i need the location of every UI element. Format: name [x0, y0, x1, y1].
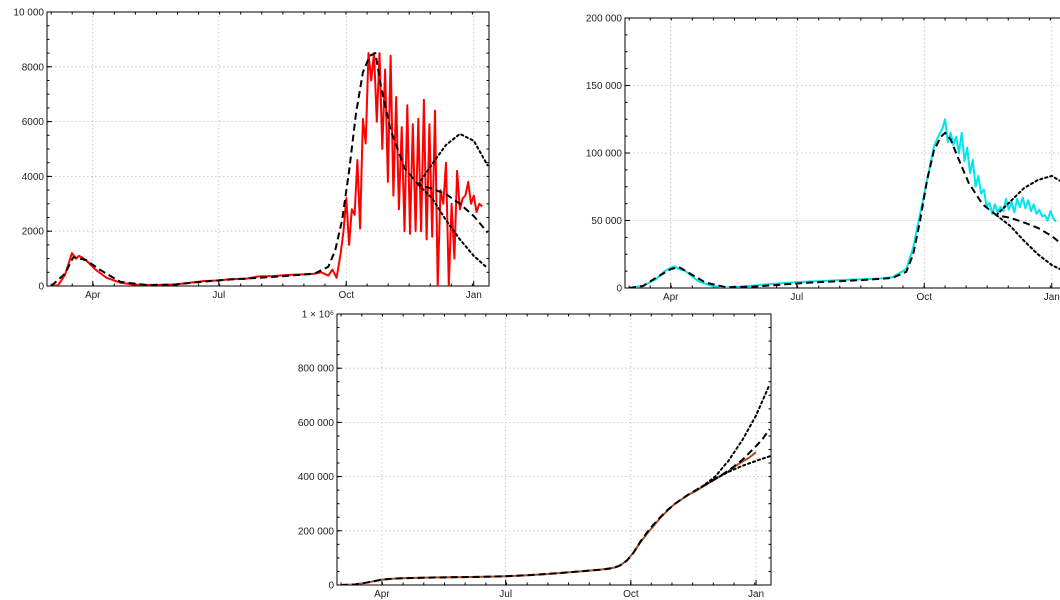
x-tick-label: Jan	[466, 290, 482, 301]
y-tick-label: 10 000	[13, 8, 44, 19]
y-tick-label: 8000	[22, 62, 45, 73]
series-line-dotted	[995, 174, 1060, 217]
y-tick-label: 400 000	[298, 472, 335, 483]
x-tick-label: Oct	[917, 292, 933, 303]
series-line-dotted	[700, 383, 771, 488]
y-tick-label: 150 000	[586, 81, 623, 92]
plot-frame	[336, 313, 772, 586]
x-tick-label: Apr	[374, 589, 390, 600]
series-line-dashed	[629, 131, 1060, 288]
x-tick-label: Apr	[85, 290, 101, 301]
y-tick-label: 4000	[22, 172, 45, 183]
series-line-dotted	[417, 132, 489, 186]
x-tick-label: Jan	[748, 589, 764, 600]
y-tick-label: 0	[38, 282, 44, 293]
series-line-dotted	[700, 455, 771, 488]
series-line-dashed	[50, 52, 489, 286]
x-tick-label: Jul	[212, 290, 225, 301]
y-tick-label: 200 000	[586, 14, 623, 25]
series-line-solid	[341, 451, 757, 585]
chart-panel-2: Apr Jul Oct Jan 0 50 000 100 000 150 000 200 000	[586, 14, 1060, 303]
chart-panel-3: Apr Jul Oct Jan 0 200 000 400 000 600 000 800 00…	[298, 310, 772, 600]
x-tick-label: Apr	[663, 292, 679, 303]
x-tick-label: Jul	[499, 589, 512, 600]
y-tick-label: 0	[328, 581, 334, 592]
x-tick-label: Oct	[339, 290, 355, 301]
series-line-solid	[51, 52, 483, 286]
x-tick-label: Oct	[623, 589, 639, 600]
x-tick-label: Jan	[1044, 292, 1060, 303]
y-tick-label: 1 × 10⁶	[302, 310, 334, 321]
y-tick-label: 0	[616, 284, 622, 295]
x-tick-label: Jul	[790, 292, 803, 303]
chart-panel-1: Apr Jul Oct Jan 0 2000 4000 6000 8000 10 000	[13, 8, 490, 301]
y-tick-label: 800 000	[298, 364, 335, 375]
series-line-dotted	[417, 183, 489, 270]
y-tick-label: 600 000	[298, 418, 335, 429]
y-tick-label: 2000	[22, 227, 45, 238]
y-tick-label: 6000	[22, 117, 45, 128]
y-tick-label: 200 000	[298, 526, 335, 537]
series-line-dotted	[995, 214, 1060, 271]
series-line-dashed	[341, 428, 771, 585]
y-tick-label: 50 000	[591, 216, 622, 227]
y-tick-label: 100 000	[586, 149, 623, 160]
series-line-solid	[629, 118, 1057, 288]
